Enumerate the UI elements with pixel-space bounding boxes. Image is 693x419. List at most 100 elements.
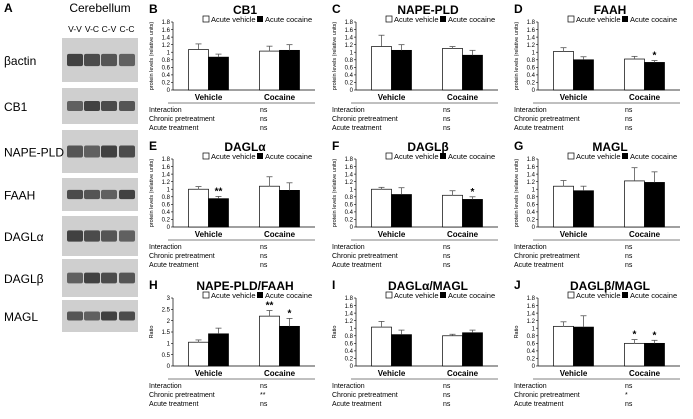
blot-protein-label: βactin	[4, 54, 36, 68]
stats-row-value: ns	[625, 401, 633, 408]
western-blot-image: A Cerebellum V-V V-C C-V C-C βactin CB1 NAPE-PLD…	[4, 1, 138, 332]
bar	[188, 49, 209, 91]
bar	[553, 185, 574, 228]
stats-row-label: Interaction	[514, 383, 547, 390]
y-tick-label: 1.4	[345, 35, 354, 41]
bar	[573, 59, 594, 91]
stats-row-value: ns	[625, 383, 633, 390]
legend-swatch-vehicle	[385, 291, 393, 299]
stats-table: Interaction ns Chronic pretreatment ns Acute…	[149, 102, 315, 132]
legend-swatch-vehicle	[567, 15, 575, 23]
y-axis-label: Ratio	[514, 326, 520, 339]
y-tick-label: 1	[532, 326, 536, 332]
y-tick-label: 0.8	[162, 58, 171, 64]
stats-table: Interaction ns Chronic pretreatment ns Acute…	[332, 102, 498, 132]
stats-row-label: Interaction	[332, 244, 365, 251]
y-tick-label: 0.8	[527, 334, 536, 340]
bar	[624, 342, 645, 367]
legend-label-vehicle: Acute vehicle	[211, 152, 256, 161]
blot-row	[62, 88, 138, 124]
stats-row-value: ns	[260, 244, 268, 251]
y-tick-label: 0.4	[527, 73, 536, 79]
y-tick-label: 0.8	[345, 334, 354, 340]
y-tick-label: 0	[350, 88, 354, 94]
significance-mark: *	[653, 330, 657, 341]
y-tick-label: 2	[167, 319, 171, 325]
stats-row-label: Chronic pretreatment	[514, 392, 580, 399]
legend-label-vehicle: Acute vehicle	[576, 291, 621, 300]
chart-legend: Acute vehicle Acute cocaine	[202, 15, 312, 24]
region-label: Cerebellum	[69, 1, 130, 15]
stats-row-label: Acute treatment	[149, 262, 198, 269]
blot-band	[101, 272, 117, 284]
bar	[208, 56, 229, 91]
bar	[371, 46, 392, 91]
y-tick-label: 0.2	[345, 81, 354, 87]
bar	[624, 180, 645, 228]
stats-row-value: ns	[443, 116, 451, 123]
y-tick-label: 0.4	[345, 73, 354, 79]
x-category-label: Vehicle	[560, 369, 588, 378]
y-tick-label: 0.6	[162, 203, 171, 209]
legend-swatch-vehicle	[202, 291, 210, 299]
legend-label-cocaine: Acute cocaine	[630, 15, 677, 24]
blot-band	[67, 311, 83, 321]
stats-row-value: ns	[260, 107, 268, 114]
blot-row	[62, 300, 138, 332]
blot-row	[62, 178, 138, 211]
y-tick-label: 1.6	[345, 304, 354, 310]
stats-row-label: Interaction	[149, 107, 182, 114]
legend-label-vehicle: Acute vehicle	[211, 15, 256, 24]
blot-band	[119, 311, 135, 321]
stats-row-value: ns	[260, 253, 268, 260]
bar	[624, 58, 645, 91]
bar	[259, 50, 280, 91]
x-category-label: Vehicle	[195, 230, 223, 239]
stats-row-label: Acute treatment	[514, 262, 563, 269]
y-tick-label: 1.4	[527, 172, 536, 178]
y-tick-label: 1	[350, 187, 354, 193]
blot-band	[84, 272, 100, 284]
y-tick-label: 0.8	[527, 58, 536, 64]
blot-band	[101, 230, 117, 242]
y-tick-label: 1.8	[527, 157, 536, 163]
y-tick-label: 0.4	[345, 210, 354, 216]
stats-table: Interaction ns Chronic pretreatment ns Acute…	[514, 239, 680, 269]
panel-letter: E	[149, 139, 157, 153]
bar	[279, 49, 300, 91]
stats-row-label: Acute treatment	[514, 125, 563, 132]
y-tick-label: 1.8	[162, 157, 171, 163]
stats-row-value: ns	[625, 262, 633, 269]
stats-row-value: ns	[443, 125, 451, 132]
legend-swatch-cocaine	[440, 153, 446, 159]
y-tick-label: 1.6	[162, 28, 171, 34]
y-axis-label: Ratio	[332, 326, 338, 339]
legend-label-vehicle: Acute vehicle	[394, 152, 439, 161]
y-tick-label: 0.6	[527, 203, 536, 209]
stats-table: Interaction ns Chronic pretreatment ** Acute…	[149, 378, 315, 408]
blot-row	[62, 216, 138, 256]
stats-row-label: Chronic pretreatment	[149, 116, 215, 123]
y-axis-label: protein levels (relative units)	[332, 159, 338, 228]
bar	[644, 342, 665, 367]
y-tick-label: 1.6	[527, 28, 536, 34]
stats-row-label: Acute treatment	[149, 401, 198, 408]
y-tick-label: 0.2	[345, 357, 354, 363]
y-tick-label: 1	[532, 187, 536, 193]
stats-row-value: ns	[443, 383, 451, 390]
y-tick-label: 1.4	[527, 311, 536, 317]
y-tick-label: 1.2	[162, 180, 171, 186]
stats-row-label: Interaction	[332, 107, 365, 114]
blot-band	[101, 100, 117, 112]
y-tick-label: 0.6	[527, 66, 536, 72]
stats-row-label: Acute treatment	[332, 401, 381, 408]
legend-swatch-cocaine	[440, 292, 446, 298]
y-tick-label: 1.2	[527, 319, 536, 325]
y-tick-label: 0.4	[345, 349, 354, 355]
y-tick-label: 0.8	[162, 195, 171, 201]
legend-label-vehicle: Acute vehicle	[211, 291, 256, 300]
x-category-label: Cocaine	[629, 93, 661, 102]
y-tick-label: 1	[167, 50, 171, 56]
